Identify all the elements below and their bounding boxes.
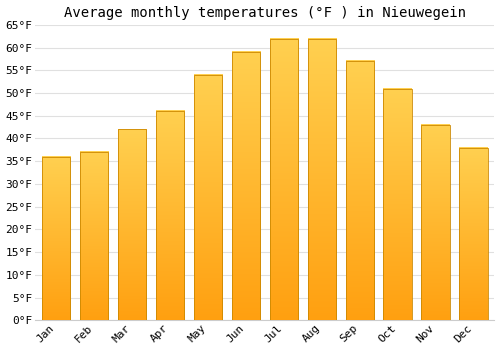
Bar — [422, 125, 450, 320]
Bar — [384, 89, 412, 320]
Bar — [232, 52, 260, 320]
Title: Average monthly temperatures (°F ) in Nieuwegein: Average monthly temperatures (°F ) in Ni… — [64, 6, 466, 20]
Bar — [156, 111, 184, 320]
Bar — [42, 157, 70, 320]
Bar — [460, 148, 488, 320]
Bar — [80, 152, 108, 320]
Bar — [308, 38, 336, 320]
Bar — [118, 130, 146, 320]
Bar — [346, 61, 374, 320]
Bar — [194, 75, 222, 320]
Bar — [270, 38, 298, 320]
